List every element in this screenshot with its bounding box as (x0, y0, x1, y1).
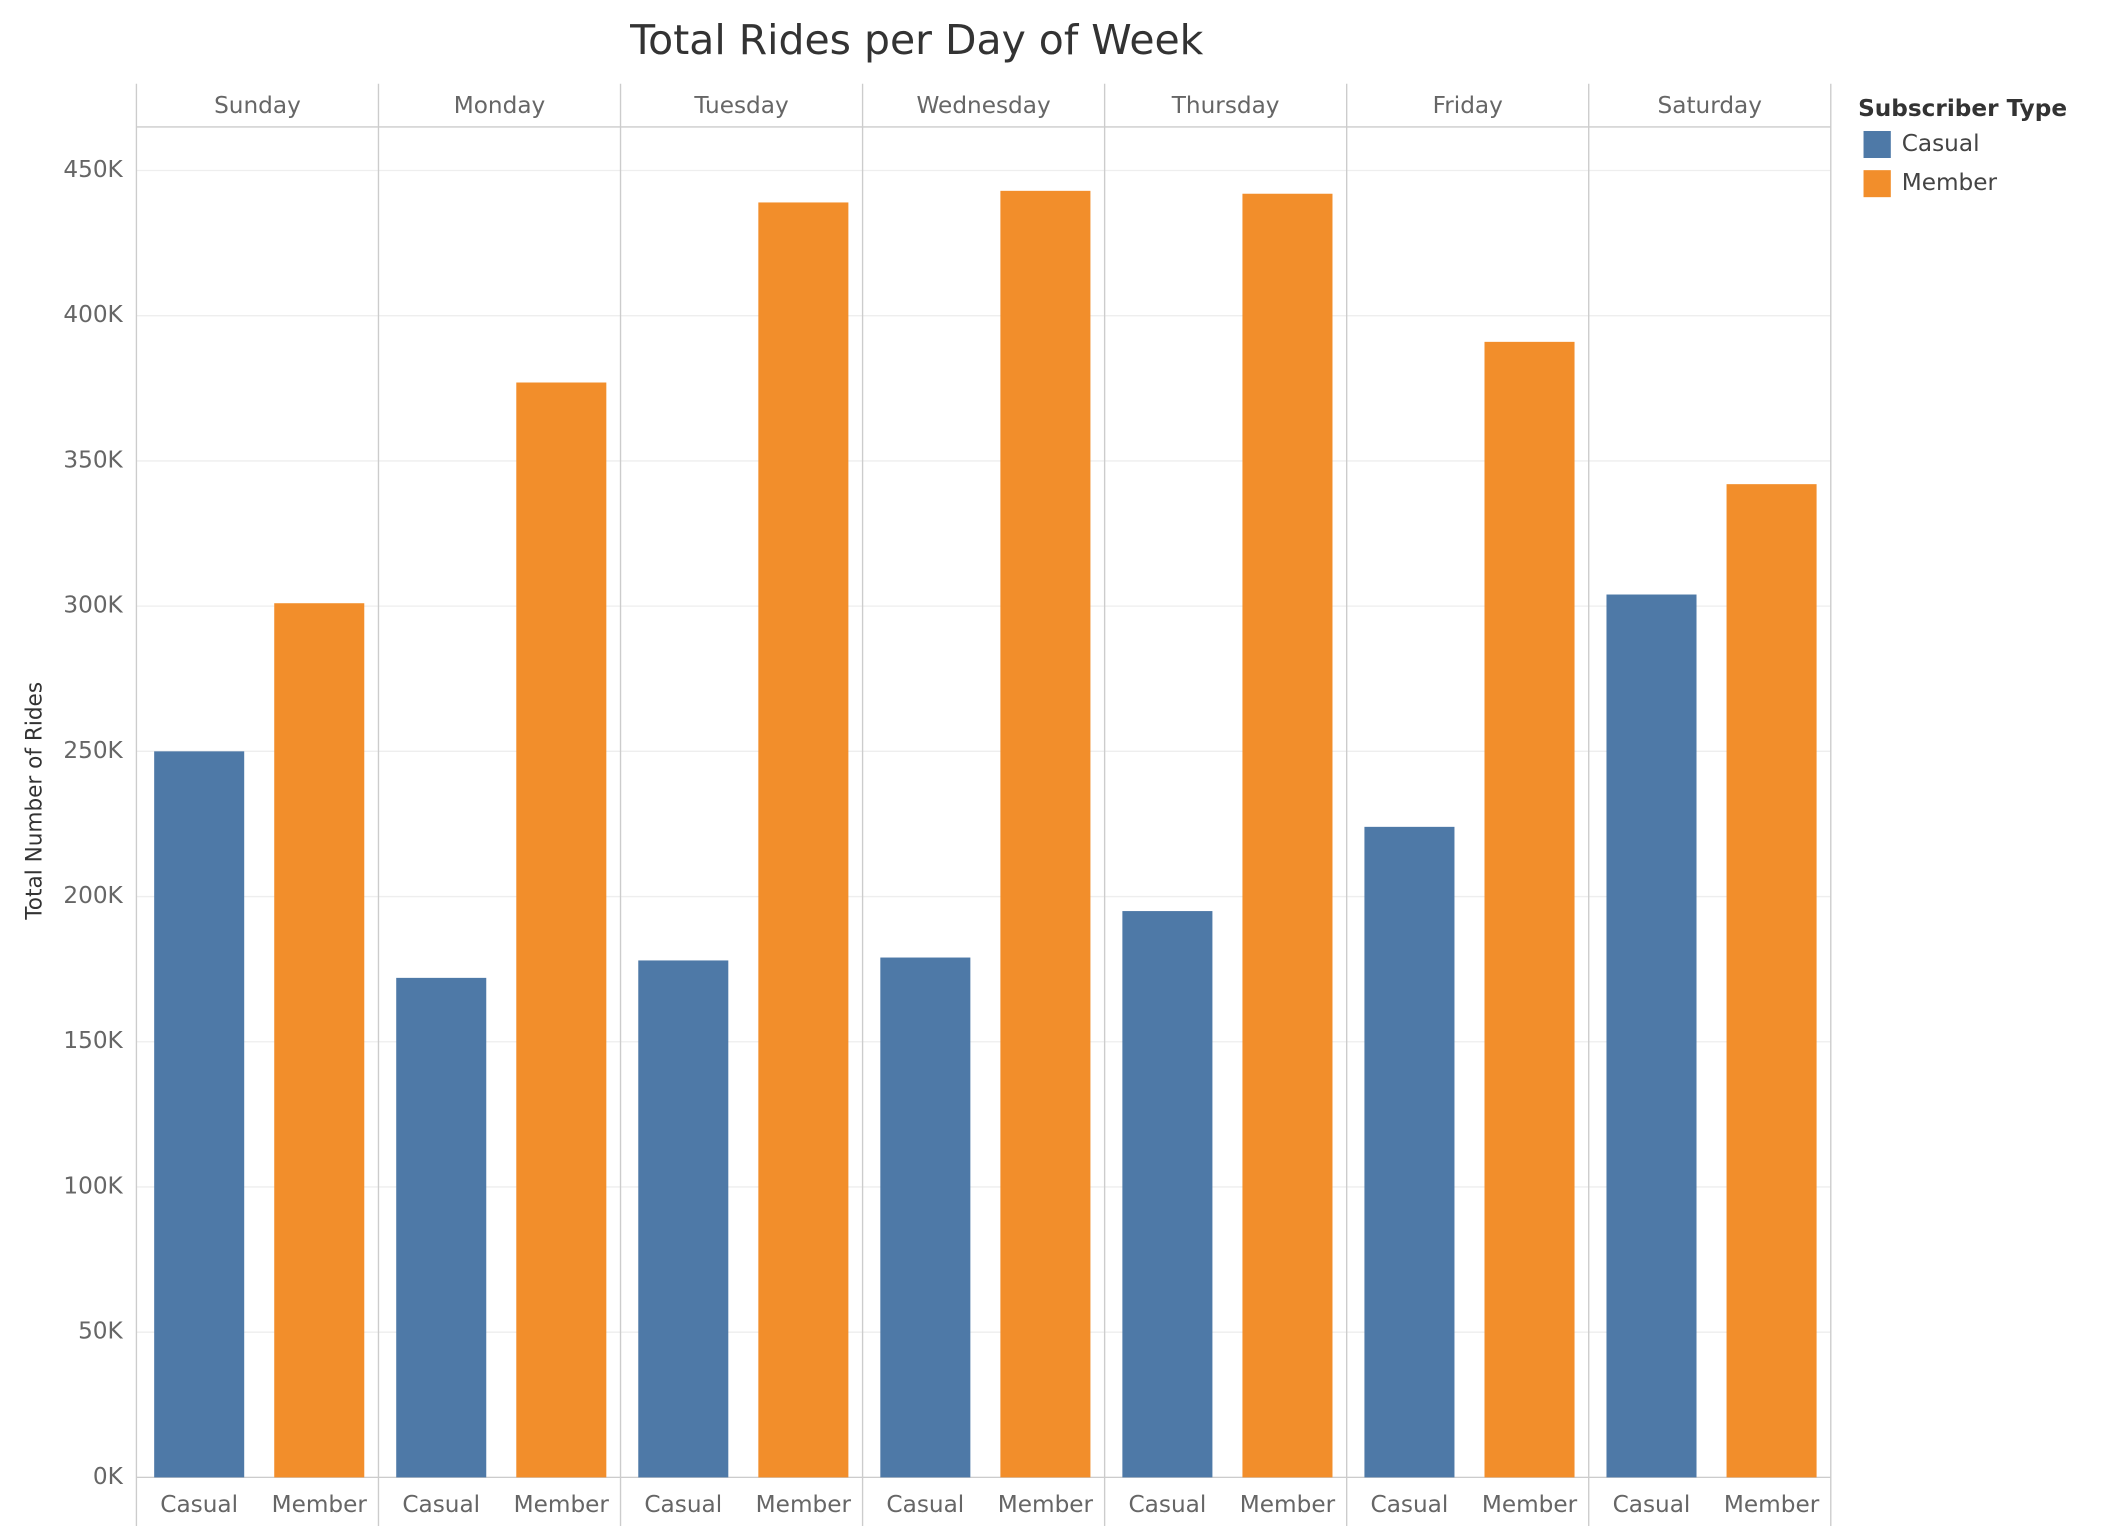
bar (758, 202, 849, 1478)
x-tick-label: Member (1482, 1492, 1578, 1518)
x-tick-label: Member (1240, 1492, 1336, 1518)
panel-header: Saturday (1658, 93, 1762, 119)
bar (1122, 911, 1213, 1478)
bar (1726, 484, 1817, 1478)
panel-header: Monday (454, 93, 546, 119)
panel-header: Sunday (214, 93, 301, 119)
x-tick-label: Casual (644, 1492, 722, 1518)
x-tick-label: Casual (1613, 1492, 1691, 1518)
y-tick-label: 350K (63, 447, 123, 473)
bar (274, 603, 365, 1478)
x-tick-label: Casual (1371, 1492, 1449, 1518)
y-tick-label: 0K (93, 1464, 124, 1490)
bar (1242, 193, 1333, 1478)
y-tick-label: 150K (63, 1028, 123, 1054)
x-tick-label: Member (1724, 1492, 1820, 1518)
bar (1000, 190, 1091, 1478)
chart-title: Total Rides per Day of Week (629, 16, 1204, 64)
x-tick-label: Casual (1128, 1492, 1206, 1518)
bar (1484, 341, 1575, 1478)
bar (516, 382, 607, 1478)
bar (638, 960, 729, 1478)
x-tick-label: Member (756, 1492, 852, 1518)
panel-header: Thursday (1171, 93, 1280, 119)
bar (154, 751, 245, 1478)
bar (396, 977, 487, 1478)
panel-header: Wednesday (916, 93, 1050, 119)
y-tick-label: 200K (63, 883, 123, 909)
x-tick-label: Casual (886, 1492, 964, 1518)
x-tick-label: Casual (160, 1492, 238, 1518)
bar (880, 957, 971, 1478)
x-tick-label: Member (514, 1492, 610, 1518)
panel-header: Tuesday (693, 93, 788, 119)
bar (1606, 594, 1697, 1478)
y-axis-label: Total Number of Rides (22, 682, 47, 921)
x-tick-label: Casual (402, 1492, 480, 1518)
legend-swatch (1863, 170, 1891, 198)
legend-swatch (1863, 130, 1891, 159)
panel-header: Friday (1433, 93, 1503, 119)
legend-label: Member (1902, 170, 1998, 196)
bar (1364, 826, 1455, 1478)
y-tick-label: 400K (63, 302, 123, 328)
legend-label: Casual (1902, 131, 1980, 157)
x-tick-label: Member (998, 1492, 1094, 1518)
y-tick-label: 100K (63, 1174, 123, 1200)
y-tick-label: 50K (78, 1319, 124, 1345)
y-tick-label: 450K (63, 157, 123, 183)
x-tick-label: Member (272, 1492, 368, 1518)
y-tick-label: 300K (63, 593, 123, 619)
legend-title: Subscriber Type (1858, 96, 2067, 122)
y-tick-label: 250K (63, 738, 123, 764)
